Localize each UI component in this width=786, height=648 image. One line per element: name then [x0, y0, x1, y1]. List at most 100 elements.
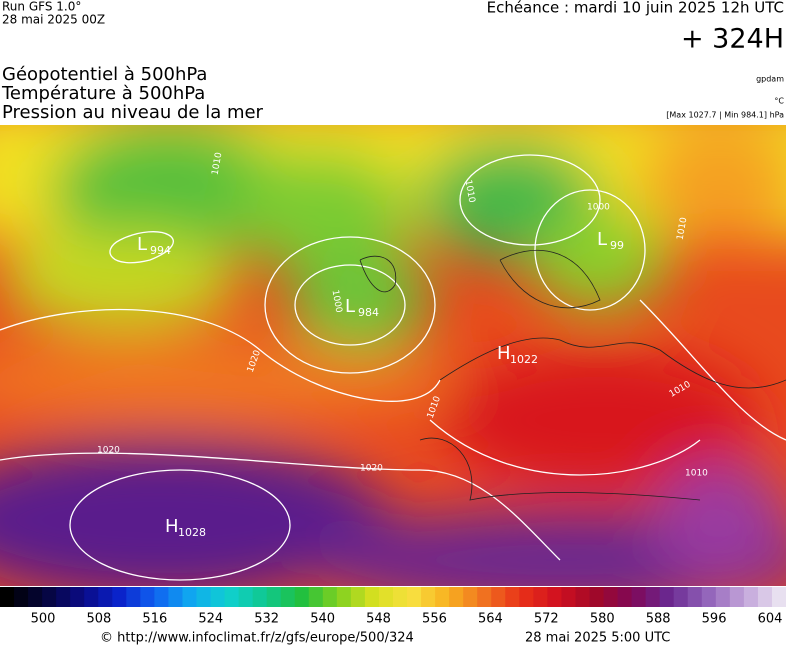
isobar-label: 1020 — [360, 464, 383, 474]
colorbar-tick-label: 508 — [87, 612, 112, 627]
colorbar-tick-label: 556 — [422, 612, 447, 627]
colorbar-cell — [70, 587, 85, 607]
run-label: Run GFS 1.0° — [2, 0, 81, 14]
colorbar-cell — [393, 587, 408, 607]
center-symbol: H — [165, 516, 179, 537]
colorbar-cell — [561, 587, 576, 607]
generated-date: 28 mai 2025 5:00 UTC — [525, 631, 670, 646]
center-symbol: L — [137, 234, 147, 255]
colorbar-tick-label: 604 — [758, 612, 783, 627]
colorbar-cell — [252, 587, 268, 607]
colorbar-cell — [449, 587, 464, 607]
map — [0, 125, 786, 586]
colorbar-cell — [364, 587, 380, 607]
colorbar-cell — [519, 587, 534, 607]
layer-label: Pression au niveau de la mer — [2, 102, 264, 123]
colorbar-cell — [210, 587, 226, 607]
isobar-label: 1010 — [685, 469, 708, 479]
valid-time: Echéance : mardi 10 juin 2025 12h UTC — [487, 0, 784, 17]
colorbar-tick-label: 540 — [310, 612, 335, 627]
colorbar-tick-label: 524 — [198, 612, 223, 627]
colorbar-cell — [308, 587, 324, 607]
run-date: 28 mai 2025 00Z — [2, 13, 105, 27]
colorbar-cell — [84, 587, 99, 607]
colorbar-cell — [673, 587, 689, 607]
center-value: 984 — [358, 306, 379, 319]
isobar-label: 1010 — [676, 216, 690, 241]
colorbar-tick-label: 516 — [142, 612, 167, 627]
colorbar-cell — [42, 587, 57, 607]
colorbar-cell — [421, 587, 436, 607]
center-symbol: L — [345, 296, 355, 317]
colorbar-cell — [477, 587, 492, 607]
colorbar-cell — [14, 587, 29, 607]
colorbar-cell — [435, 587, 450, 607]
unit-label: °C — [774, 97, 784, 106]
colorbar-cell — [729, 587, 745, 607]
colorbar-cell — [407, 587, 422, 607]
colorbar-cell — [98, 587, 113, 607]
colorbar-cell — [154, 587, 169, 607]
center-value: 994 — [150, 244, 171, 257]
colorbar-tick-label: 564 — [478, 612, 503, 627]
colorbar-cell — [294, 587, 310, 607]
center-value: 1028 — [178, 526, 206, 539]
colorbar-cell — [336, 587, 352, 607]
colorbar-tick-label: 548 — [366, 612, 391, 627]
colorbar-cell — [378, 587, 394, 607]
colorbar-cell — [463, 587, 478, 607]
colorbar-cell — [196, 587, 212, 607]
colorbar-cell — [701, 587, 717, 607]
center-symbol: L — [597, 229, 607, 250]
colorbar-cell — [505, 587, 520, 607]
colorbar-cell — [182, 587, 197, 607]
colorbar-cell — [659, 587, 675, 607]
colorbar-cell — [322, 587, 338, 607]
colorbar-tick-label: 572 — [534, 612, 559, 627]
center-value: 99 — [610, 239, 624, 252]
layer-label: Géopotentiel à 500hPa — [2, 64, 207, 85]
colorbar-cell — [126, 587, 141, 607]
colorbar-cell — [715, 587, 731, 607]
colorbar-cell — [589, 587, 605, 607]
colorbar: 500 508 516 524 532 540 548 556 564 572 580 588 596 6… — [0, 587, 786, 627]
center-symbol: H — [497, 343, 511, 364]
unit-label: [Max 1027.7 | Min 984.1] hPa — [666, 111, 784, 120]
colorbar-cell — [224, 587, 240, 607]
colorbar-cell — [575, 587, 590, 607]
colorbar-cell — [280, 587, 296, 607]
colorbar-cell — [645, 587, 661, 607]
colorbar-cell — [112, 587, 127, 607]
isobar-label: 1010 — [463, 179, 477, 204]
layer-label: Température à 500hPa — [1, 83, 205, 104]
lead-time: + 324H — [681, 24, 784, 55]
colorbar-cell — [533, 587, 548, 607]
colorbar-cell — [771, 587, 786, 607]
isobar-label: 1000 — [587, 203, 610, 213]
colorbar-cell — [238, 587, 254, 607]
colorbar-cell — [603, 587, 619, 607]
colorbar-cell — [168, 587, 183, 607]
colorbar-cell — [350, 587, 366, 607]
isobar-label: 1020 — [97, 446, 120, 456]
colorbar-tick-label: 500 — [31, 612, 56, 627]
unit-label: gpdam — [756, 75, 784, 84]
colorbar-cell — [743, 587, 759, 607]
isobar-label: 1010 — [211, 151, 225, 176]
colorbar-cell — [631, 587, 647, 607]
colorbar-tick-label: 596 — [702, 612, 727, 627]
colorbar-tick-label: 580 — [590, 612, 615, 627]
colorbar-cell — [687, 587, 703, 607]
colorbar-cell — [0, 587, 15, 607]
colorbar-cell — [28, 587, 43, 607]
colorbar-cell — [266, 587, 282, 607]
colorbar-cell — [757, 587, 773, 607]
isobar-label: 1000 — [330, 289, 344, 314]
colorbar-tick-label: 588 — [646, 612, 671, 627]
colorbar-cell — [491, 587, 506, 607]
colorbar-tick-label: 532 — [254, 612, 279, 627]
colorbar-cell — [617, 587, 633, 607]
colorbar-cell — [56, 587, 71, 607]
